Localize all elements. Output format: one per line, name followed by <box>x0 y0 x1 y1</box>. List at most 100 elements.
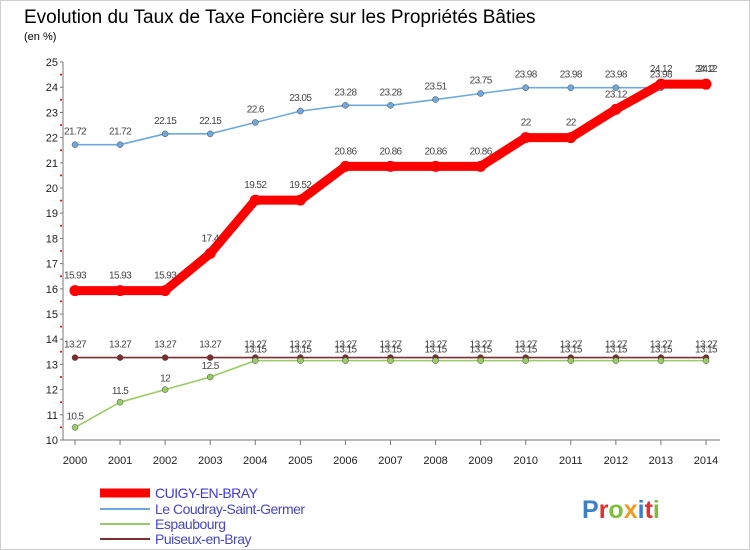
data-label: 13.27 <box>515 340 538 351</box>
y-minor-tick <box>60 350 62 353</box>
x-tick-label: 2002 <box>153 455 177 467</box>
data-point <box>339 160 351 172</box>
y-tick-label: 21 <box>46 158 58 170</box>
x-tick-label: 2010 <box>513 455 537 467</box>
data-label: 13.15 <box>695 345 718 356</box>
data-point <box>161 130 169 138</box>
x-tick-label: 2009 <box>468 455 492 467</box>
data-label: 23.05 <box>289 93 312 104</box>
data-point <box>700 78 712 90</box>
data-point <box>612 357 620 364</box>
data-label: 19.52 <box>244 180 267 191</box>
data-label: 13.15 <box>470 345 493 356</box>
data-point <box>477 357 484 364</box>
y-minor-tick <box>60 174 62 177</box>
y-minor-tick <box>60 250 62 252</box>
data-label: 24.12 <box>695 64 718 75</box>
x-tick-label: 2003 <box>198 455 222 467</box>
data-point <box>297 107 304 115</box>
data-point <box>522 84 529 91</box>
data-label: 13.15 <box>244 345 267 356</box>
data-point <box>430 160 442 172</box>
y-tick-label: 23 <box>46 107 58 119</box>
data-label: 11.5 <box>112 386 129 397</box>
data-label: 13.27 <box>650 340 673 351</box>
logo-letter: t <box>645 496 654 524</box>
data-label: 13.15 <box>605 345 628 356</box>
legend-label: Le Coudray-Saint-Germer <box>155 501 305 517</box>
y-minor-tick <box>60 300 62 303</box>
data-label: 13.27 <box>470 340 493 351</box>
axes: 10 11 12 13 14 15 16 17 18 19 20 21 22 23 24 25 2000 2001… <box>46 57 720 467</box>
chart-subtitle: (en %) <box>24 31 56 43</box>
series-points <box>69 78 712 431</box>
data-label: 13.15 <box>289 345 312 356</box>
data-point <box>657 357 665 364</box>
data-label: 17.4 <box>202 234 220 245</box>
data-point <box>206 373 214 381</box>
data-label: 21.72 <box>64 127 87 138</box>
y-minor-tick <box>60 149 62 152</box>
y-minor-tick <box>60 224 62 227</box>
x-tick-label: 2014 <box>694 455 718 467</box>
data-label: 23.28 <box>379 87 402 98</box>
data-label: 22.15 <box>199 116 222 127</box>
data-label: 13.15 <box>425 345 448 356</box>
data-label: 20.86 <box>334 146 357 157</box>
data-label: 22 <box>566 118 577 129</box>
data-label: 13.27 <box>334 340 357 351</box>
y-tick-label: 13 <box>46 359 58 371</box>
logo-letter: P <box>582 496 599 524</box>
data-point <box>116 141 124 148</box>
data-label: 24.2 <box>697 64 715 75</box>
data-label: 19.52 <box>289 180 312 191</box>
data-label: 13.27 <box>199 340 222 351</box>
y-minor-tick <box>60 426 62 429</box>
y-tick-label: 16 <box>46 284 58 296</box>
y-tick-label: 17 <box>46 259 58 271</box>
data-label: 13.15 <box>379 345 402 356</box>
y-minor-tick <box>60 124 62 126</box>
data-point <box>702 357 710 364</box>
x-tick-label: 2013 <box>649 455 673 467</box>
data-label: 13.27 <box>64 340 87 351</box>
data-point <box>387 357 394 364</box>
data-point <box>69 285 81 297</box>
data-point <box>252 119 259 126</box>
y-tick-label: 24 <box>46 82 58 94</box>
data-point <box>385 160 396 172</box>
data-point <box>71 141 79 148</box>
data-label: 13.15 <box>560 345 583 356</box>
data-label: 13.27 <box>560 340 583 351</box>
legend-label: Espaubourg <box>155 516 226 532</box>
data-label: 23.51 <box>425 82 448 93</box>
data-label: 23.28 <box>334 87 357 98</box>
data-point <box>477 90 484 97</box>
data-point <box>249 194 261 206</box>
y-tick-label: 22 <box>46 133 58 145</box>
y-minor-tick <box>60 73 62 76</box>
y-tick-label: 20 <box>46 183 58 195</box>
data-point <box>294 194 306 206</box>
legend-label: CUIGY-EN-BRAY <box>155 485 259 501</box>
chart-title: Evolution du Taux de Taxe Foncière sur l… <box>24 7 536 28</box>
data-label: 15.93 <box>154 271 177 282</box>
data-point <box>432 96 439 103</box>
data-label: 15.93 <box>64 271 87 282</box>
data-point <box>161 354 169 361</box>
y-tick-label: 15 <box>46 309 58 321</box>
data-label: 10.5 <box>66 411 84 422</box>
data-label: 12 <box>160 374 171 385</box>
data-label: 23.98 <box>650 70 673 81</box>
data-label: 20.86 <box>470 146 493 157</box>
data-label: 24.12 <box>650 64 673 75</box>
proxiti-logo: Proxiti <box>582 496 660 524</box>
data-point <box>206 354 214 361</box>
y-minor-tick <box>60 275 62 278</box>
data-label: 13.27 <box>605 340 628 351</box>
logo-letter: x <box>624 496 638 524</box>
data-point <box>567 357 575 364</box>
data-label: 13.27 <box>425 340 448 351</box>
y-tick-label: 18 <box>46 233 58 245</box>
